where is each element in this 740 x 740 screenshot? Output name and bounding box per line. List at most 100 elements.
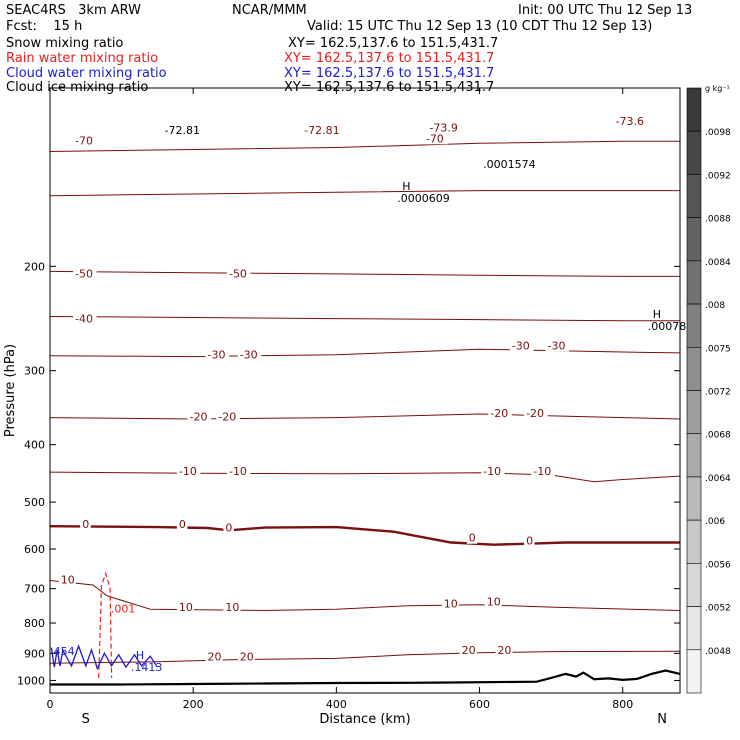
isotherm-label: -30 [548, 339, 566, 352]
colorbar-swatch [686, 519, 702, 564]
isotherm-label: -70 [426, 132, 444, 145]
isotherm-label-bg [176, 519, 188, 531]
header-init: Init: 00 UTC Thu 12 Sep 13 [518, 3, 693, 18]
isotherm-label: 0 [526, 534, 533, 547]
y-tick-label: 600 [24, 543, 45, 556]
isotherm-line [49, 580, 681, 612]
header-valid: Valid: 15 UTC Thu 12 Sep 13 (10 CDT Thu … [307, 19, 653, 34]
y-tick-label: 800 [24, 617, 45, 630]
y-axis-label: Pressure (hPa) [3, 344, 18, 437]
isotherm-line [49, 471, 681, 483]
isotherm-label: 10 [487, 596, 501, 609]
isotherm-label-bg [509, 340, 534, 352]
isotherm-label: 20 [208, 651, 222, 664]
cloud-water-contour [50, 644, 158, 671]
field-name-snow: Snow mixing ratio [6, 36, 124, 51]
isotherm-label-bg [223, 522, 234, 534]
isotherm-label: 10 [225, 601, 239, 614]
isotherm-label-bg [466, 532, 478, 544]
x-tick-label: 600 [469, 698, 490, 711]
extremum-value-label: .0001574 [483, 158, 536, 171]
y-tick-label: 900 [24, 647, 45, 660]
x-tick-label: 0 [47, 698, 54, 711]
colorbar-level-label: .0088 [705, 215, 731, 225]
isotherm-label: 10 [179, 601, 193, 614]
isotherm-label: 20 [240, 651, 254, 664]
field-name-cloud-water: Cloud water mixing ratio [6, 66, 167, 81]
header-fcst: Fcst: 15 h [6, 19, 83, 34]
isotherm-label-bg [205, 651, 223, 663]
header-center: NCAR/MMM [232, 3, 307, 18]
extremum-value-label: 454 [54, 645, 75, 658]
isotherm-label: -40 [75, 313, 93, 326]
contour-label-layer: -70-72.81 -73.9-70-73.6-50 -50-40-30 -30-30… [54, 115, 687, 674]
colorbar-swatch [686, 217, 702, 262]
isotherm-label-bg [226, 465, 251, 477]
isotherm-line [49, 348, 681, 358]
colorbar-swatch [686, 260, 702, 305]
isotherm-label: 20 [462, 644, 476, 657]
isotherm-label-bg [80, 519, 91, 531]
isotherm-label-bg [302, 124, 346, 136]
isotherm-label-bg [187, 411, 212, 423]
extremum-value-label: .1413 [131, 661, 163, 674]
colorbar-level-label: .0048 [705, 647, 731, 657]
terrain-layer [50, 669, 681, 686]
colorbar-swatch [686, 346, 702, 391]
y-tick-label: 400 [24, 439, 45, 452]
colorbar-swatch [686, 130, 702, 175]
isotherm-label: -73.6 [616, 115, 644, 128]
x-axis-label: Distance (km) [319, 712, 410, 727]
isotherm-label: -30 [208, 348, 226, 361]
isotherm-line [49, 316, 680, 322]
colorbar-swatch [686, 303, 702, 348]
rain-water-layer [98, 571, 113, 678]
isotherm-label: 0 [469, 532, 476, 545]
isotherm-label: -50 [229, 267, 247, 280]
isotherm-label: -72.81 [304, 124, 339, 137]
isotherm-label-bg [524, 408, 548, 420]
isotherm-label: -30 [240, 348, 258, 361]
colorbar-swatch [686, 563, 702, 607]
isotherm-label-bg [205, 349, 229, 361]
colorbar-level-label: .0072 [705, 388, 731, 398]
isotherm-label-bg [73, 135, 97, 147]
x-tick-label: 200 [183, 698, 204, 711]
isotherm-label-bg [495, 644, 513, 656]
isotherm-label: -20 [218, 411, 236, 424]
colorbar-swatch [686, 606, 702, 651]
isotherm-label: -20 [190, 411, 208, 424]
isotherm-label: 0 [179, 518, 186, 531]
extremum-mark: H [136, 649, 144, 662]
isotherm-label-bg [545, 340, 570, 352]
y-tick-label: 200 [24, 260, 45, 273]
isotherm-label: -10 [229, 465, 247, 478]
colorbar-swatch [686, 87, 702, 132]
isotherm-label: 10 [61, 573, 75, 586]
extremum-mark: H [653, 308, 661, 321]
isotherm-label: 0 [225, 521, 232, 534]
x-tick-label: 400 [326, 698, 347, 711]
header-model: SEAC4RS 3km ARW [6, 3, 142, 18]
colorbar-swatch [686, 390, 702, 435]
colorbar-level-label: .006 [705, 517, 725, 527]
y-tick-label: 1000 [17, 674, 45, 687]
isotherm-label-bg [58, 574, 76, 586]
x-tick-label: 800 [612, 698, 633, 711]
isotherm-label: -70 [75, 134, 93, 147]
colorbar-level-label: .0098 [705, 128, 731, 138]
colorbar-level-label: .0052 [705, 604, 731, 614]
colorbar-swatch [686, 433, 702, 478]
field-name-rain: Rain water mixing ratio [6, 51, 159, 66]
isotherm-line [49, 140, 680, 152]
isotherm-line [49, 525, 680, 546]
isotherm-line [49, 190, 680, 197]
extremum-mark: H [402, 180, 410, 193]
y-tick-label: 700 [24, 583, 45, 596]
isotherm-label-bg [237, 651, 255, 663]
isotherm-layer [49, 140, 681, 664]
colorbar-level-label: .008 [705, 301, 725, 311]
isotherm-label-bg [524, 535, 535, 547]
